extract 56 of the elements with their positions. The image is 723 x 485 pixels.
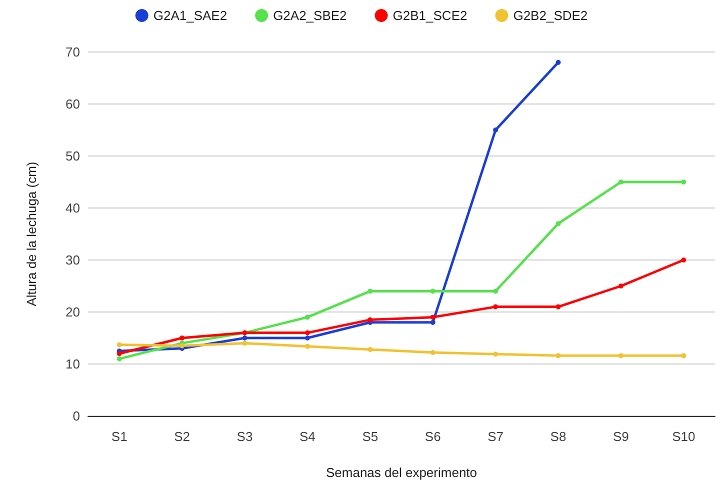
point	[242, 336, 248, 340]
legend-label: G2A1_SAE2	[153, 8, 228, 23]
point	[681, 180, 686, 184]
y-tick-label: 20	[66, 304, 80, 320]
point	[493, 288, 498, 294]
point	[304, 336, 310, 340]
y-tick-label: 0	[72, 408, 80, 424]
point	[430, 350, 436, 356]
point	[556, 304, 561, 310]
y-tick-label: 70	[66, 44, 80, 60]
y-tick-label: 40	[66, 200, 80, 216]
legend-label: G2B1_SCE2	[392, 8, 468, 23]
y-tick-label: 50	[66, 148, 80, 164]
x-tick-label: S2	[174, 429, 190, 444]
point	[430, 288, 436, 294]
point	[304, 314, 310, 320]
point	[304, 344, 310, 349]
y-tick-label: 30	[66, 252, 80, 268]
point	[180, 336, 185, 340]
point	[180, 343, 185, 348]
x-tick-label: S4	[299, 429, 316, 444]
legend-label: G2A2_SBE2	[273, 8, 347, 23]
point	[493, 304, 498, 310]
point	[116, 342, 122, 348]
point	[368, 288, 373, 294]
point	[493, 352, 498, 357]
point	[681, 258, 686, 262]
y-axis-title: Altura de la lechuga (cm)	[24, 162, 39, 306]
legend-label: G2B2_SDE2	[513, 8, 588, 23]
point	[116, 356, 122, 362]
point	[116, 351, 122, 356]
point	[681, 353, 686, 358]
point	[556, 60, 561, 65]
point	[556, 353, 561, 358]
x-tick-label: S9	[612, 429, 629, 444]
x-tick-label: S1	[111, 429, 128, 444]
x-tick-label: S5	[362, 429, 378, 444]
y-tick-label: 60	[66, 96, 80, 112]
point	[618, 284, 624, 288]
x-tick-label: S8	[550, 429, 566, 444]
x-tick-label: S3	[236, 429, 253, 444]
point	[304, 330, 310, 336]
point	[493, 128, 498, 132]
point	[556, 221, 561, 226]
point	[618, 353, 624, 358]
x-axis-title: Semanas del experimento	[326, 465, 478, 480]
x-tick-label: S10	[672, 429, 696, 444]
x-tick-label: S7	[488, 429, 504, 444]
point	[618, 180, 624, 184]
point	[368, 317, 373, 322]
point	[242, 340, 248, 346]
point	[430, 314, 436, 320]
point	[430, 320, 436, 325]
y-tick-label: 10	[66, 356, 80, 372]
x-tick-label: S6	[424, 429, 441, 444]
point	[368, 346, 373, 352]
